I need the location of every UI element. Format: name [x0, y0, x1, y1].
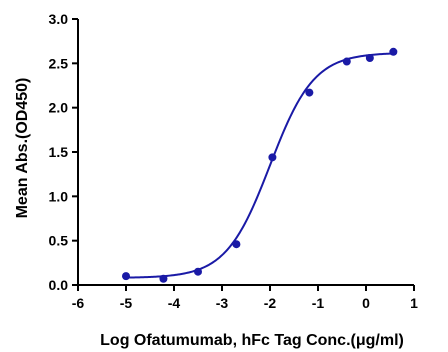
y-tick-label: 1.0 — [49, 188, 69, 204]
x-tick-label: -5 — [120, 295, 133, 311]
data-point — [194, 267, 202, 276]
data-points — [122, 47, 398, 283]
x-tick-label: 1 — [410, 295, 418, 311]
y-tick-label: 3.0 — [49, 11, 69, 27]
data-point — [305, 88, 314, 97]
data-point — [159, 274, 168, 283]
y-tick-label: 0.5 — [49, 233, 69, 249]
data-point — [122, 272, 130, 281]
fit-curve — [125, 52, 394, 279]
data-point — [365, 54, 374, 63]
x-tick-label: -2 — [264, 295, 277, 311]
x-tick-label: -1 — [312, 295, 325, 311]
data-point — [342, 57, 351, 66]
x-tick-label: 0 — [362, 295, 370, 311]
axes: 0.0 0.5 1.0 1.5 2.0 2.5 3.0 -6 -5 -4 -3 -2 -1 0 1 — [49, 11, 419, 311]
data-point — [232, 240, 241, 249]
y-tick-label: 1.5 — [49, 144, 69, 160]
x-tick-label: -3 — [216, 295, 229, 311]
y-tick-label: 2.5 — [49, 55, 69, 71]
y-tick-label: 0.0 — [49, 277, 69, 293]
x-axis-title: Log Ofatumumab, hFc Tag Conc.(μg/ml) — [100, 332, 404, 349]
data-point — [389, 47, 398, 56]
x-tick-label: -6 — [72, 295, 85, 311]
data-point — [268, 153, 277, 162]
x-tick-label: -4 — [168, 295, 181, 311]
y-tick-label: 2.0 — [49, 100, 69, 116]
y-axis-title: Mean Abs.(OD450) — [14, 78, 31, 219]
